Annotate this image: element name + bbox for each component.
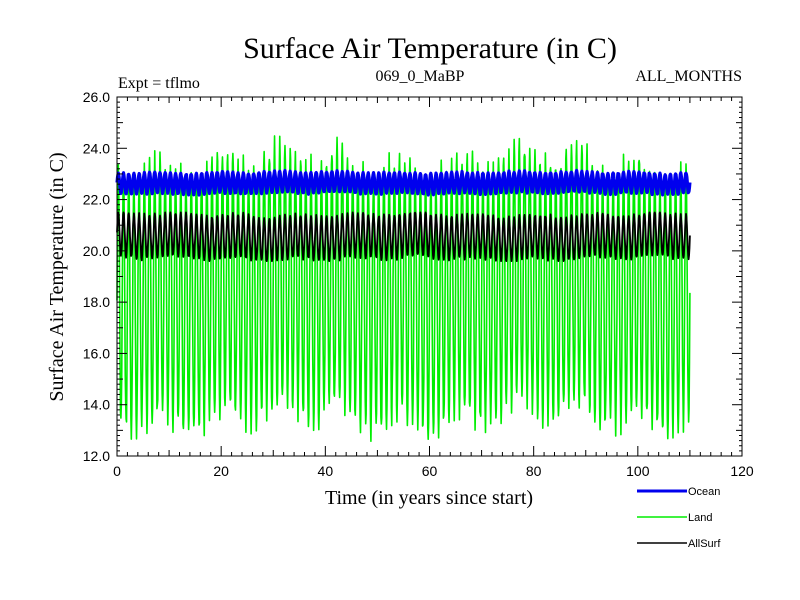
x-tick-label: 100 [626, 463, 650, 479]
legend-label-allsurf: AllSurf [688, 538, 721, 550]
y-tick-label: 20.0 [83, 243, 110, 259]
y-axis-label: Surface Air Temperature (in C) [46, 152, 68, 401]
x-tick-label: 80 [526, 463, 542, 479]
x-tick-label: 120 [730, 463, 754, 479]
series-allsurf-line [116, 211, 691, 263]
series-ocean-line [115, 168, 692, 197]
months-label: ALL_MONTHS [635, 68, 742, 85]
legend: Ocean Land AllSurf [637, 486, 721, 550]
legend-label-land: Land [688, 512, 712, 524]
y-tick-label: 12.0 [83, 448, 110, 464]
axes-layer: 0 20 40 60 80 100 120 12.0 14.0 16.0 18.0 20.0 22.0 2… [83, 89, 754, 479]
y-tick-label: 22.0 [83, 192, 110, 208]
x-tick-label: 0 [113, 463, 121, 479]
y-tick-label: 16.0 [83, 345, 110, 361]
series-layer [115, 135, 692, 443]
y-tick-label: 24.0 [83, 140, 110, 156]
time-period-label: 069_0_MaBP [376, 68, 465, 85]
x-tick-label: 60 [422, 463, 438, 479]
y-tick-label: 26.0 [83, 89, 110, 105]
y-tick-label: 14.0 [83, 397, 110, 413]
experiment-label: Expt = tflmo [118, 75, 200, 92]
x-axis-label: Time (in years since start) [325, 487, 533, 509]
y-tick-label: 18.0 [83, 294, 110, 310]
x-tick-label: 20 [213, 463, 229, 479]
x-tick-label: 40 [318, 463, 334, 479]
legend-label-ocean: Ocean [688, 486, 720, 498]
chart-title: Surface Air Temperature (in C) [243, 32, 617, 65]
